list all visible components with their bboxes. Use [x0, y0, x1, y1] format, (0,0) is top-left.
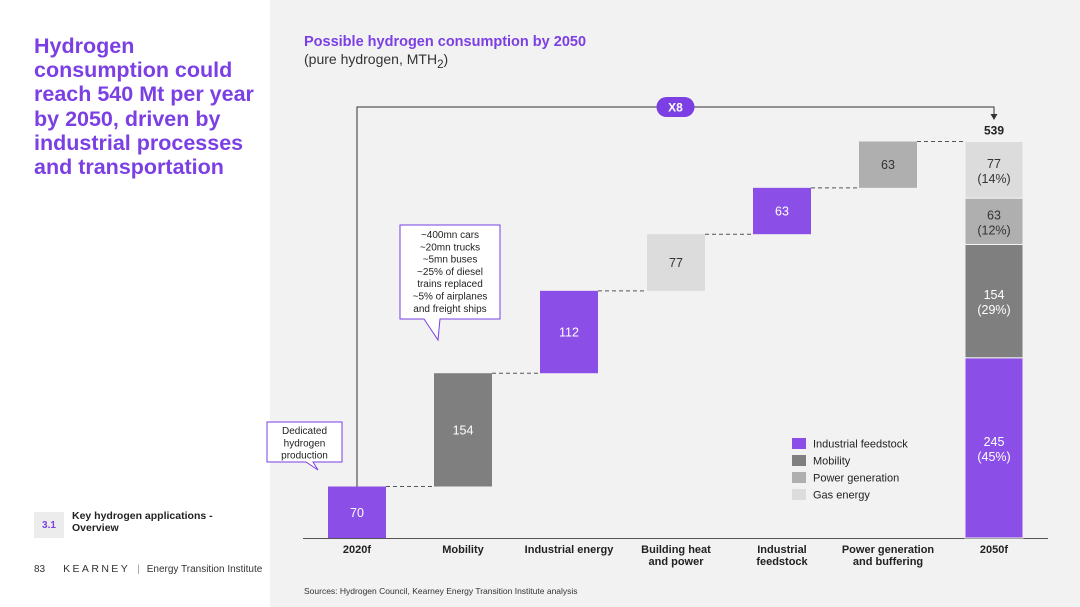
dedicated-callout-line-2: hydrogen [284, 438, 326, 449]
legend-swatch-2 [792, 455, 806, 466]
section-number: 3.1 [34, 512, 64, 538]
mobility-callout-line-7: and freight ships [413, 304, 486, 315]
x-tick-label-6-2: and buffering [853, 556, 923, 568]
legend-label-2: Mobility [813, 456, 851, 468]
waterfall-bar-1 [328, 486, 386, 538]
x-tick-label-6-1: Power generation [842, 544, 935, 556]
brand-logo: KEARNEY [63, 563, 131, 575]
final-bar-segment-3 [964, 197, 1024, 245]
institute-name: Energy Transition Institute [146, 563, 263, 575]
page-number: 83 [34, 563, 46, 575]
dedicated-callout-box [266, 421, 343, 471]
sources-note: Sources: Hydrogen Council, Kearney Energ… [304, 586, 578, 596]
multiplier-badge [656, 97, 695, 117]
final-segment-value-2: 154 [984, 288, 1005, 302]
headline: Hydrogen consumption could reach 540 Mt … [34, 34, 254, 180]
chart-title: Possible hydrogen consumption by 2050 [304, 34, 587, 50]
x-tick-label-3-1: Industrial energy [525, 544, 615, 556]
final-segment-pct-1: (45%) [977, 450, 1010, 464]
mobility-callout-line-6: ~5% of airplanes [413, 292, 488, 303]
final-segment-value-1: 245 [984, 435, 1005, 449]
section-title: Key hydrogen applications - Overview [72, 510, 213, 534]
final-segment-value-3: 63 [987, 208, 1001, 222]
subtitle-prefix: (pure hydrogen, MTH [304, 51, 438, 67]
mobility-callout-line-5: trains replaced [417, 279, 483, 290]
waterfall-bar-3 [540, 290, 598, 374]
bar-value-label-5: 63 [775, 205, 789, 219]
x-tick-label-5-2: feedstock [756, 556, 808, 568]
x-tick-label-1-1: 2020f [343, 544, 371, 556]
footer-separator: | [137, 563, 140, 575]
mobility-callout-line-4: ~25% of diesel [417, 267, 483, 278]
mobility-callout-line-1: ~400mn cars [421, 230, 479, 241]
bar-value-label-6: 63 [881, 158, 895, 172]
x-tick-label-4-2: and power [648, 556, 704, 568]
bar-value-label-3: 112 [559, 326, 579, 340]
x-tick-label-5-1: Industrial [757, 544, 807, 556]
mobility-callout-line-3: ~5mn buses [423, 255, 478, 266]
multiplier-label: X8 [668, 101, 683, 115]
legend-label-3: Power generation [813, 473, 899, 485]
subtitle-subscript: 2 [437, 57, 444, 71]
final-total-label: 539 [984, 124, 1004, 138]
left-panel [0, 0, 270, 607]
waterfall-bar-2 [434, 373, 492, 487]
x-tick-label-2-1: Mobility [442, 544, 484, 556]
x-tick-label-4-1: Building heat [641, 544, 711, 556]
mobility-callout-box [399, 224, 501, 342]
final-segment-pct-3: (12%) [977, 223, 1010, 237]
section-reference[interactable]: 3.1 Key hydrogen applications - Overview [34, 508, 262, 542]
legend-swatch-1 [792, 438, 806, 449]
dedicated-callout-line-3: production [281, 451, 328, 462]
final-segment-pct-4: (14%) [977, 172, 1010, 186]
legend-swatch-4 [792, 489, 806, 500]
x-tick-label-7-1: 2050f [980, 544, 1008, 556]
mobility-callout-line-2: ~20mn trucks [420, 242, 480, 253]
legend-label-4: Gas energy [813, 490, 870, 502]
waterfall-bar-4 [647, 234, 705, 291]
bar-value-label-4: 77 [669, 256, 683, 270]
bar-value-label-1: 70 [350, 506, 364, 520]
chart-subtitle: (pure hydrogen, MTH2) [304, 51, 448, 71]
final-segment-pct-2: (29%) [977, 303, 1010, 317]
subtitle-suffix: ) [443, 51, 449, 67]
footer: 83 KEARNEY | Energy Transition Institute [34, 563, 262, 575]
dedicated-callout-line-1: Dedicated [282, 426, 327, 437]
growth-arrow-head [990, 114, 998, 120]
bar-value-label-2: 154 [453, 423, 474, 437]
final-bar-segment-2 [964, 243, 1024, 359]
final-segment-value-4: 77 [987, 157, 1001, 171]
final-bar-segment-1 [964, 357, 1024, 539]
legend-label-1: Industrial feedstock [813, 439, 908, 451]
final-bar-segment-4 [964, 141, 1024, 199]
waterfall-bar-5 [753, 187, 811, 235]
waterfall-bar-6 [859, 141, 917, 188]
legend-swatch-3 [792, 472, 806, 483]
